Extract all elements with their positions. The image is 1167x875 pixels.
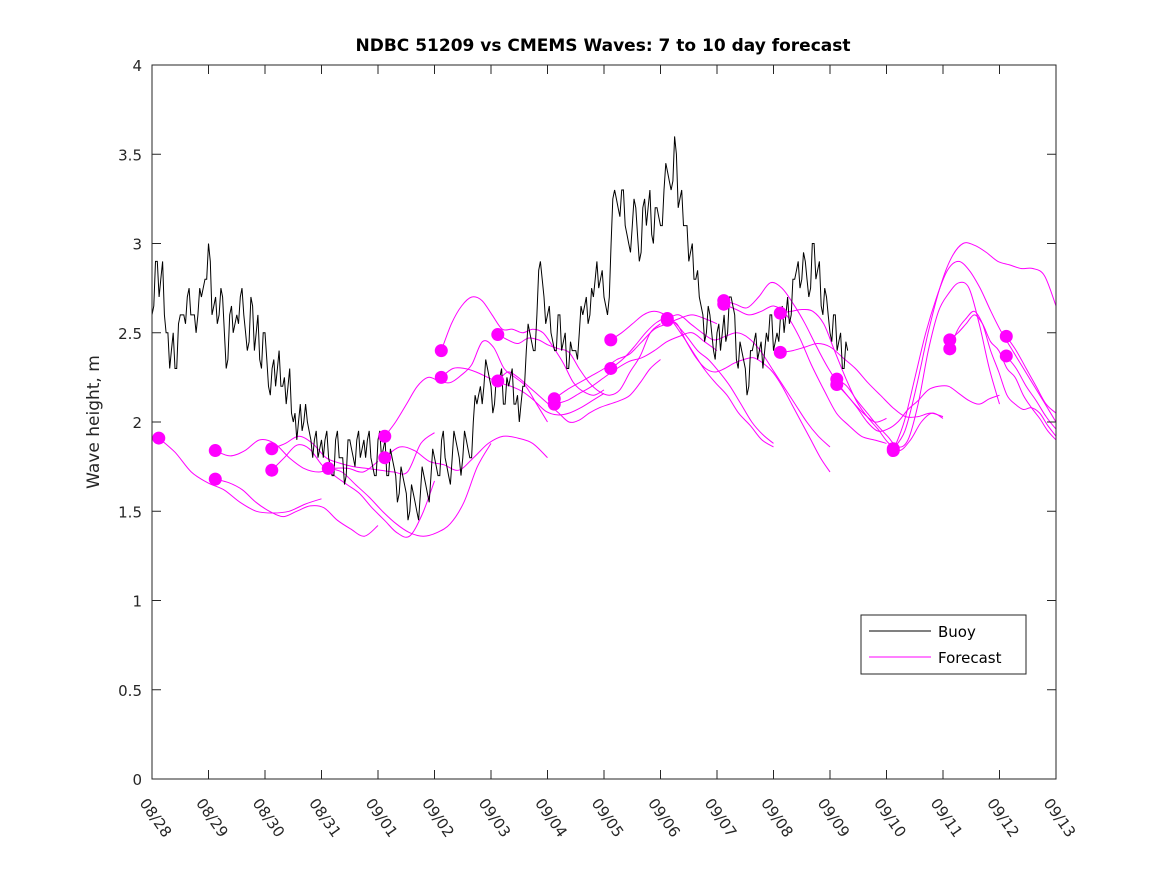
forecast-line [723, 281, 887, 423]
forecast-markers-group [152, 294, 1013, 486]
forecast-line [497, 323, 661, 396]
forecast-line [271, 444, 435, 538]
legend: Buoy Forecast [860, 614, 1027, 675]
forecast-line [610, 310, 774, 444]
forecast-line [554, 314, 718, 400]
forecast-line [667, 314, 831, 448]
forecast-line [1005, 336, 1057, 414]
forecast-line [949, 310, 1057, 437]
forecast-line [384, 340, 548, 437]
forecast-start-marker [208, 444, 222, 458]
y-tick-label: 1 [132, 593, 142, 611]
forecast-line [1005, 355, 1057, 430]
forecast-line [667, 319, 831, 473]
forecast-start-marker [773, 345, 787, 359]
y-tick-label: 4 [132, 57, 142, 75]
legend-label-buoy: Buoy [938, 623, 976, 641]
y-axis-label: Wave height, m [84, 355, 104, 489]
forecast-line [328, 443, 492, 537]
forecast-line [384, 435, 548, 471]
forecast-line [892, 260, 1057, 451]
forecast-start-marker [547, 397, 561, 411]
forecast-line [780, 308, 944, 452]
legend-box [860, 614, 1027, 675]
forecast-start-marker [943, 333, 957, 347]
forecast-start-marker [491, 328, 505, 342]
forecast-start-marker [265, 463, 279, 477]
forecast-start-marker [604, 333, 618, 347]
forecast-start-marker [491, 374, 505, 388]
forecast-line [215, 478, 379, 537]
forecast-start-marker [378, 451, 392, 465]
forecast-line [215, 439, 379, 473]
y-tick-label: 2.5 [118, 325, 142, 343]
forecast-line [497, 359, 661, 423]
y-tick-label: 0.5 [118, 682, 142, 700]
y-tick-label: 0 [132, 771, 142, 789]
forecast-line [836, 384, 1000, 432]
forecast-series-group [158, 242, 1057, 538]
forecast-start-marker [886, 444, 900, 458]
forecast-start-marker [943, 342, 957, 356]
y-tick-label: 1.5 [118, 503, 142, 521]
forecast-start-marker [773, 306, 787, 320]
forecast-line [554, 332, 718, 405]
forecast-line [780, 342, 944, 418]
forecast-start-marker [152, 431, 166, 445]
forecast-start-marker [660, 313, 674, 327]
forecast-line [271, 432, 435, 475]
y-tick-label: 2 [132, 414, 142, 432]
forecast-start-marker [321, 461, 335, 475]
forecast-start-marker [717, 297, 731, 311]
forecast-start-marker [378, 429, 392, 443]
forecast-line [892, 242, 1057, 450]
forecast-line [836, 281, 1000, 448]
y-tick-label: 3.5 [118, 146, 142, 164]
chart-title: NDBC 51209 vs CMEMS Waves: 7 to 10 day f… [356, 36, 851, 56]
forecast-start-marker [830, 378, 844, 392]
forecast-start-marker [265, 442, 279, 456]
legend-label-forecast: Forecast [938, 649, 1002, 667]
forecast-start-marker [604, 361, 618, 375]
forecast-start-marker [999, 349, 1013, 363]
forecast-start-marker [999, 329, 1013, 343]
forecast-line [158, 437, 322, 514]
forecast-start-marker [434, 344, 448, 358]
forecast-line [723, 303, 887, 444]
forecast-start-marker [208, 472, 222, 486]
y-axis: 0 0.5 1 1.5 2 2.5 3 3.5 4 [118, 57, 1056, 789]
forecast-line [440, 296, 605, 396]
forecast-start-marker [434, 370, 448, 384]
forecast-line [610, 317, 774, 448]
y-tick-label: 3 [132, 236, 142, 254]
